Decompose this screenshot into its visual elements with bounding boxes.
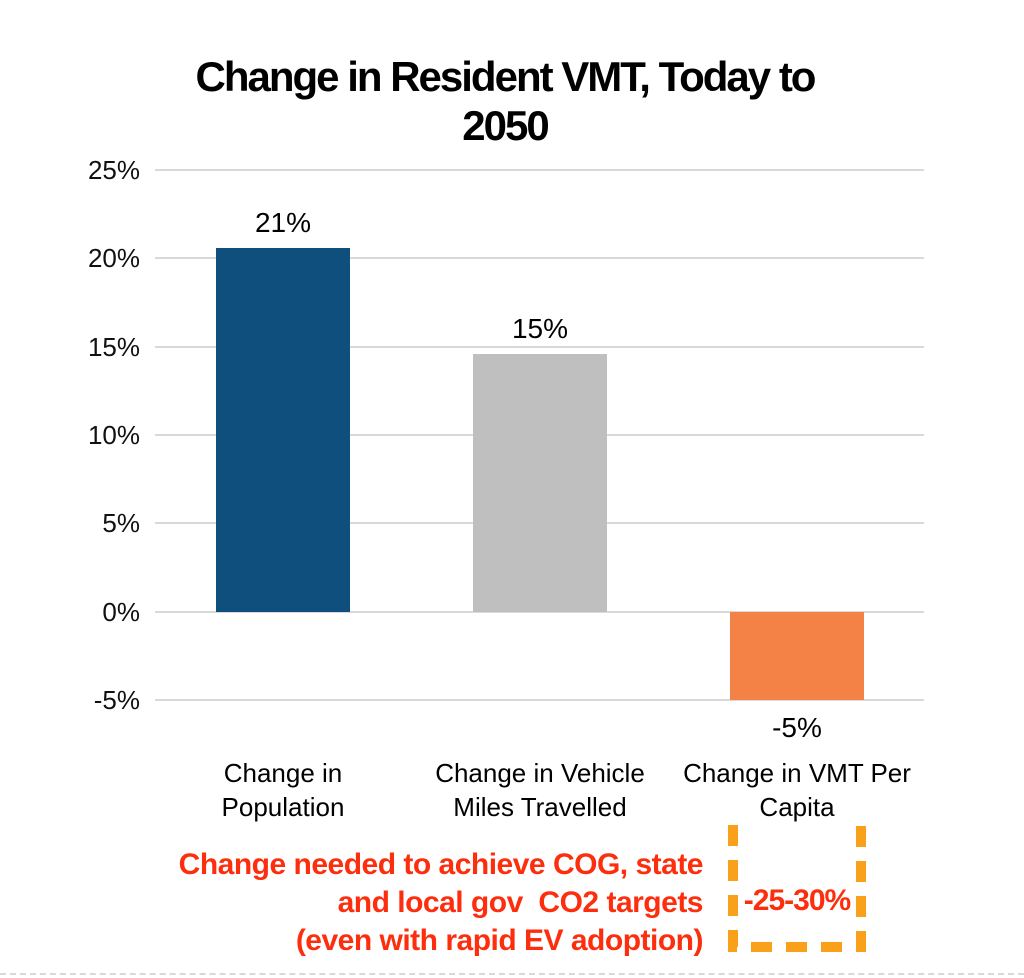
y-axis-tick-25: 25% [87, 155, 140, 185]
y-axis-tick-5: 5% [102, 508, 140, 539]
bar-value-label-1: 15% [511, 312, 569, 344]
gridline-0 [155, 610, 924, 613]
bottom-edge-line [0, 973, 1024, 975]
category-label-1: Change in Vehicle Miles Travelled [435, 758, 645, 822]
y-axis-tick-15: 15% [87, 331, 140, 362]
y-axis-tick-20: 20% [87, 243, 140, 274]
gridline-15 [155, 345, 924, 348]
chart-title-line-1: Change in Resident VMT, Today to [195, 53, 817, 100]
y-axis-tick-0: 0% [102, 596, 140, 627]
chart-title: Change in Resident VMT, Today to 2050 [150, 52, 860, 150]
bar-value-label-0: 21% [254, 206, 312, 238]
bar-0 [216, 247, 350, 612]
y-axis-tick-10: 10% [87, 420, 140, 450]
bar-1 [473, 353, 607, 612]
target-annotation-line-1: Change needed to achieve COG, state [178, 848, 704, 881]
gridline--5 [155, 699, 924, 701]
chart-title-line-2: 2050 [462, 102, 549, 149]
target-range-value: -25-30% [743, 884, 851, 917]
category-label-2: Change in VMT Per Capita [683, 758, 911, 822]
bar-2 [730, 611, 864, 700]
target-annotation: Change needed to achieve COG, state and … [60, 846, 704, 960]
gridline-20 [155, 257, 924, 260]
target-annotation-line-2: and local gov CO2 targets [337, 886, 704, 919]
y-axis-tick--5: -5% [93, 685, 140, 715]
gridline-25 [155, 169, 924, 171]
category-label-0: Change in Population [221, 758, 345, 822]
target-annotation-line-3: (even with rapid EV adoption) [295, 924, 704, 957]
bar-value-label-2: -5% [772, 712, 822, 743]
